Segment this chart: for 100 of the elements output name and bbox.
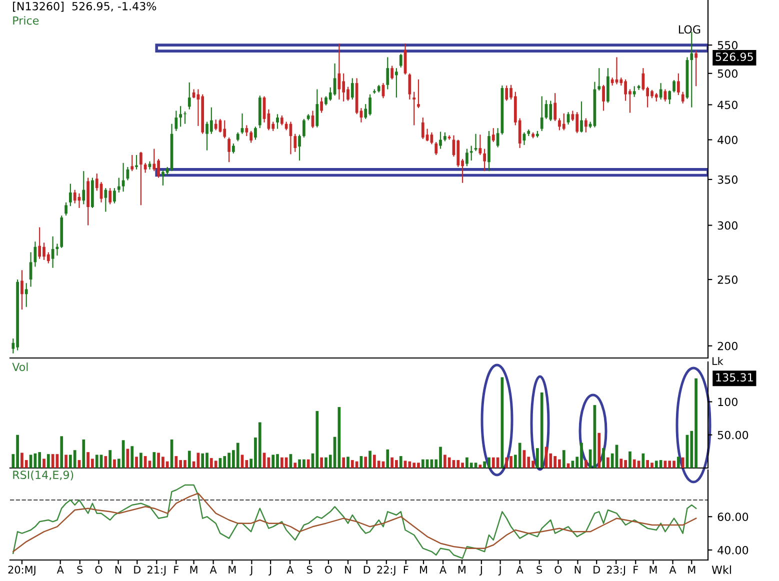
bar — [320, 457, 323, 468]
x-tick-label: J — [268, 566, 272, 576]
x-tick-label: O — [95, 566, 102, 574]
candlestick — [34, 241, 37, 268]
bar — [620, 458, 623, 468]
candlestick — [20, 270, 24, 310]
x-tick-label: D — [594, 566, 600, 574]
x-tick-label: A — [516, 566, 524, 574]
x-tick-label: S — [306, 566, 312, 574]
bar — [346, 456, 350, 468]
bar — [364, 456, 368, 468]
x-tick-label: 22:J — [377, 566, 396, 576]
x-tick-label: 20:MJ — [8, 566, 36, 576]
bar — [602, 448, 605, 468]
candlestick — [584, 118, 588, 133]
candlestick — [82, 170, 86, 205]
y-tick-label: 500 — [718, 69, 738, 78]
y-tick-label: 350 — [718, 175, 738, 184]
bar — [632, 459, 636, 468]
candlestick — [602, 84, 605, 112]
candlestick — [549, 100, 552, 122]
candlestick — [554, 92, 556, 122]
x-tick-label: M — [458, 566, 466, 574]
y-tick-label: 550 — [718, 41, 738, 50]
candlestick — [135, 154, 138, 170]
candlestick — [316, 88, 319, 128]
bar — [637, 460, 640, 468]
candlestick — [210, 106, 213, 134]
bar — [236, 442, 240, 468]
candlestick — [130, 154, 134, 172]
bar — [294, 462, 297, 468]
y-tick-label: 40.00 — [718, 546, 748, 554]
candlestick — [38, 226, 42, 260]
candlestick — [408, 72, 412, 100]
x-tick-label: J — [498, 566, 501, 576]
bar — [214, 460, 218, 468]
bar — [646, 460, 650, 468]
x-tick-label: M — [190, 566, 198, 574]
bar — [350, 460, 354, 468]
candlestick — [505, 84, 508, 102]
candlestick — [223, 120, 226, 139]
candlestick — [139, 151, 142, 206]
candlestick — [179, 106, 182, 128]
bar — [342, 457, 346, 468]
y-tick-label: 60.00 — [718, 512, 748, 522]
bar — [108, 450, 112, 468]
text: Wkl — [712, 565, 731, 574]
x-tick-label: J — [479, 566, 482, 576]
text: Price — [13, 16, 39, 25]
x-tick-label: F — [404, 566, 408, 574]
candlestick — [412, 91, 416, 126]
candlestick — [254, 126, 257, 140]
candlestick — [117, 177, 120, 194]
bar — [60, 436, 64, 468]
x-tick-label: 23:J — [606, 566, 626, 576]
candlestick — [294, 133, 297, 152]
candlestick — [232, 142, 235, 154]
bar — [386, 449, 390, 468]
candlestick — [188, 82, 191, 110]
bar — [399, 456, 402, 468]
candlestick — [113, 188, 116, 204]
candlestick — [350, 78, 354, 100]
bar — [82, 440, 86, 468]
x-tick-label: D — [134, 566, 141, 574]
candlestick — [496, 128, 500, 148]
x-tick-label: A — [669, 566, 676, 574]
y-tick-label: 400 — [718, 136, 738, 144]
candlestick — [250, 130, 252, 144]
bar — [272, 454, 275, 468]
bar — [267, 457, 270, 468]
y-axis-title: Lk — [712, 356, 724, 365]
candlestick — [483, 148, 486, 172]
x-tick-label: O — [324, 566, 332, 574]
bar — [598, 432, 601, 468]
x-tick-label: A — [56, 566, 64, 574]
chart-title: RSI(14,E,9) — [13, 470, 74, 480]
bar — [654, 460, 658, 468]
candlestick — [298, 134, 301, 162]
bar — [505, 457, 508, 468]
y-tick-label: 200 — [718, 342, 738, 350]
candlestick — [417, 78, 420, 109]
x-tick-label: F — [634, 566, 638, 574]
candlestick — [245, 124, 248, 137]
bar — [628, 451, 632, 468]
bar — [664, 460, 667, 468]
y-tick-label: 450 — [718, 100, 738, 110]
candlestick — [598, 68, 601, 92]
bar — [676, 456, 680, 468]
candlestick — [338, 42, 341, 100]
bar — [668, 460, 672, 468]
bar — [73, 450, 76, 468]
x-tick-label: O — [554, 566, 562, 574]
candlestick — [144, 162, 147, 174]
candlestick — [24, 282, 28, 308]
candlestick — [466, 148, 468, 167]
bar — [258, 422, 262, 468]
y-tick-label: 100 — [718, 398, 738, 406]
candlestick — [632, 86, 636, 98]
candlestick — [580, 100, 583, 133]
annotation: LOG — [678, 25, 700, 34]
